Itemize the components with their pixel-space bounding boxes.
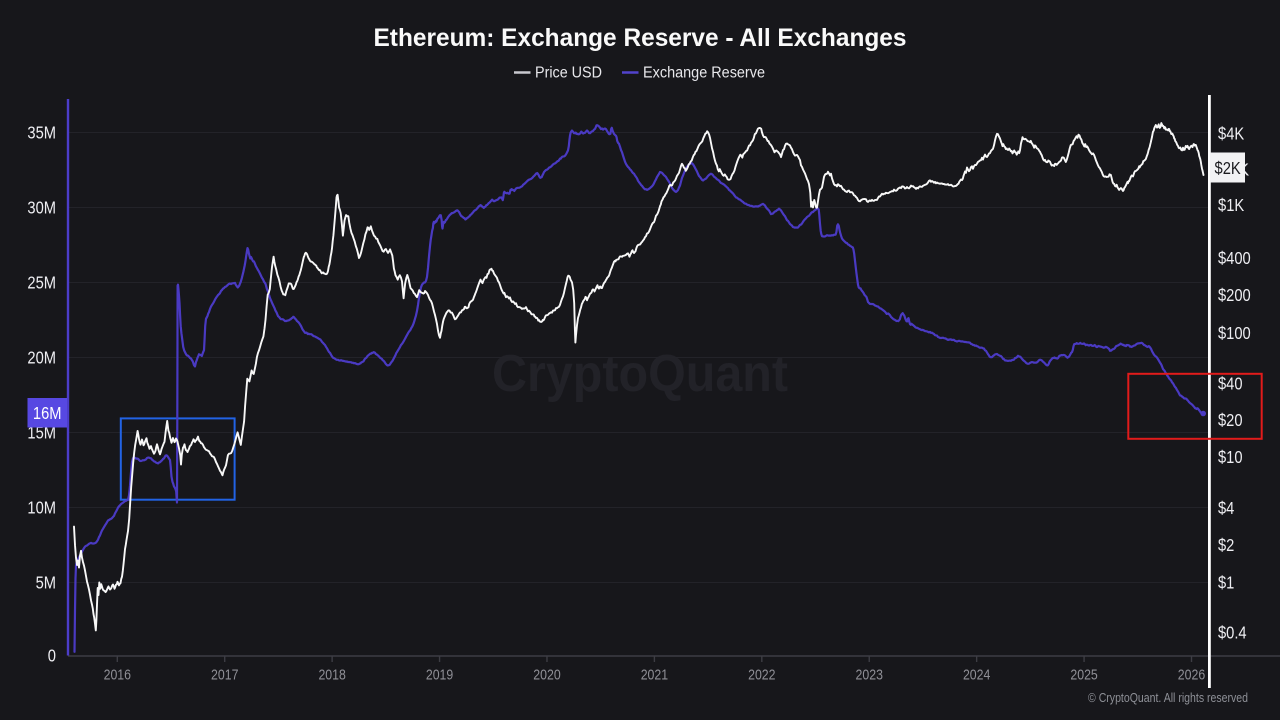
svg-text:$1K: $1K bbox=[1218, 195, 1244, 215]
svg-text:2016: 2016 bbox=[104, 667, 131, 684]
svg-text:$4: $4 bbox=[1218, 498, 1235, 518]
svg-text:$2K: $2K bbox=[1215, 158, 1241, 178]
svg-text:25M: 25M bbox=[27, 273, 56, 293]
svg-text:2022: 2022 bbox=[748, 667, 775, 684]
svg-text:$40: $40 bbox=[1218, 374, 1243, 394]
svg-text:$2: $2 bbox=[1218, 535, 1234, 555]
svg-text:2023: 2023 bbox=[856, 667, 883, 684]
svg-text:35M: 35M bbox=[27, 123, 56, 143]
svg-text:2024: 2024 bbox=[963, 667, 990, 684]
svg-text:10M: 10M bbox=[27, 498, 56, 518]
svg-text:CryptoQuant: CryptoQuant bbox=[492, 345, 788, 403]
svg-text:Ethereum: Exchange Reserve - A: Ethereum: Exchange Reserve - All Exchang… bbox=[374, 24, 907, 52]
svg-text:$10: $10 bbox=[1218, 447, 1243, 467]
svg-text:$100: $100 bbox=[1218, 323, 1251, 343]
svg-text:2017: 2017 bbox=[211, 667, 238, 684]
svg-text:5M: 5M bbox=[36, 573, 56, 593]
svg-text:Price USD: Price USD bbox=[535, 65, 602, 82]
svg-text:20M: 20M bbox=[27, 348, 56, 368]
svg-text:© CryptoQuant. All rights rese: © CryptoQuant. All rights reserved bbox=[1088, 691, 1248, 705]
svg-text:2019: 2019 bbox=[426, 667, 453, 684]
svg-text:$400: $400 bbox=[1218, 248, 1251, 268]
svg-text:$200: $200 bbox=[1218, 285, 1251, 305]
svg-text:2021: 2021 bbox=[641, 667, 668, 684]
svg-text:2025: 2025 bbox=[1070, 667, 1097, 684]
svg-text:$0.4: $0.4 bbox=[1218, 623, 1247, 643]
svg-text:2018: 2018 bbox=[318, 667, 345, 684]
svg-text:$4K: $4K bbox=[1218, 124, 1244, 144]
svg-text:$20: $20 bbox=[1218, 410, 1243, 430]
svg-text:2026: 2026 bbox=[1178, 667, 1205, 684]
svg-text:2020: 2020 bbox=[533, 667, 560, 684]
svg-text:Exchange Reserve: Exchange Reserve bbox=[643, 65, 765, 82]
svg-text:30M: 30M bbox=[27, 198, 56, 218]
svg-text:16M: 16M bbox=[33, 403, 62, 423]
svg-text:0: 0 bbox=[48, 646, 56, 666]
svg-text:$1: $1 bbox=[1218, 573, 1234, 593]
